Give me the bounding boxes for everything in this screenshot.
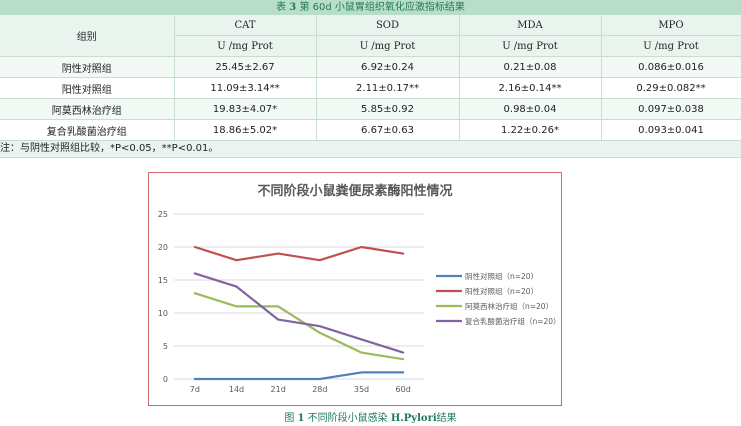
series-line (193, 272, 405, 354)
chart-title: 不同阶段小鼠粪便尿素酶阳性情况 (257, 183, 452, 199)
table-row: 阿莫西林治疗组 19.83±4.07* 5.85±0.92 0.98±0.04 0.09… (0, 98, 741, 120)
line-chart: 不同阶段小鼠粪便尿素酶阳性情况 0 5 10 15 20 25 7d 14d 21d 28d 35d 6… (158, 183, 561, 394)
group-cell: 阿莫西林治疗组 (0, 98, 175, 120)
value-cell: 11.09±3.14** (174, 77, 317, 99)
unit-cell: U /mg Prot (601, 35, 741, 57)
table-header-row: 组别 CAT SOD MDA MPO (0, 15, 741, 57)
x-tick-label: 14d (229, 385, 244, 394)
value-cell: 0.98±0.04 (459, 98, 602, 120)
value-cell: 19.83±4.07* (174, 98, 317, 120)
table-row: 阳性对照组 11.09±3.14** 2.11±0.17** 2.16±0.14** 0… (0, 77, 741, 99)
value-cell: 0.29±0.082** (601, 77, 741, 99)
y-tick-label: 20 (158, 243, 168, 252)
table-row: 复合乳酸菌治疗组 18.86±5.02* 6.67±0.63 1.22±0.26* 0.… (0, 119, 741, 141)
column-header: MDA (459, 15, 602, 36)
table-note: 注：与阴性对照组比较，*P<0.05，**P<0.01。 (0, 141, 741, 158)
legend-label: 阴性对照组（n=20） (465, 271, 538, 281)
x-tick-label: 7d (190, 385, 200, 394)
legend-label: 复合乳酸菌治疗组（n=20） (465, 316, 561, 326)
caption-suffix: 结果 (436, 413, 457, 424)
value-cell: 2.11±0.17** (316, 77, 460, 99)
value-cell: 0.21±0.08 (459, 56, 602, 78)
x-tick-label: 21d (271, 385, 286, 394)
series-line (193, 245, 405, 262)
column-header: MPO (601, 15, 741, 36)
caption-number: 1 (297, 413, 305, 424)
table-unit-row: U /mg Prot U /mg Prot U /mg Prot U /mg Prot (0, 35, 741, 57)
table-title-text: 第 60d 小鼠胃组织氧化应激指标结果 (299, 2, 465, 13)
table-title-number: 3 (289, 2, 297, 13)
unit-cell: U /mg Prot (316, 35, 460, 57)
y-tick-label: 25 (158, 210, 168, 219)
chart-frame: 不同阶段小鼠粪便尿素酶阳性情况 0 5 10 15 20 25 7d 14d 21d 28d 35d 6… (148, 172, 562, 406)
value-cell: 5.85±0.92 (316, 98, 460, 120)
unit-cell: U /mg Prot (174, 35, 317, 57)
table-title: 表 3 第 60d 小鼠胃组织氧化应激指标结果 (0, 0, 741, 15)
y-tick-label: 10 (158, 309, 168, 318)
legend-label: 阳性对照组（n=20） (465, 286, 538, 296)
value-cell: 6.92±0.24 (316, 56, 460, 78)
caption-text: 不同阶段小鼠感染 (307, 413, 388, 424)
x-tick-label: 28d (312, 385, 327, 394)
series-line (193, 371, 405, 381)
value-cell: 0.086±0.016 (601, 56, 741, 78)
value-cell: 25.45±2.67 (174, 56, 317, 78)
group-cell: 阳性对照组 (0, 77, 175, 99)
table-title-prefix: 表 (276, 2, 287, 13)
value-cell: 6.67±0.63 (316, 119, 460, 141)
value-cell: 0.093±0.041 (601, 119, 741, 141)
data-table: 组别 CAT SOD MDA MPO U /mg Prot U /mg Prot U /mg … (0, 15, 741, 141)
figure-caption: 图 1 不同阶段小鼠感染 H.Pylori结果 (0, 409, 741, 424)
y-tick-label: 0 (163, 375, 168, 384)
table-row: 阴性对照组 25.45±2.67 6.92±0.24 0.21±0.08 0.086±0… (0, 56, 741, 78)
caption-term: H.Pylori (390, 413, 437, 424)
group-header: 组别 (0, 15, 175, 57)
y-tick-label: 5 (163, 342, 168, 351)
series-line (193, 292, 405, 361)
value-cell: 2.16±0.14** (459, 77, 602, 99)
value-cell: 1.22±0.26* (459, 119, 602, 141)
column-header: SOD (316, 15, 460, 36)
group-cell: 阴性对照组 (0, 56, 175, 78)
caption-prefix: 图 (284, 413, 295, 424)
x-tick-label: 35d (354, 385, 369, 394)
value-cell: 0.097±0.038 (601, 98, 741, 120)
group-cell: 复合乳酸菌治疗组 (0, 119, 175, 141)
y-tick-label: 15 (158, 276, 168, 285)
x-tick-label: 60d (396, 385, 411, 394)
legend-label: 阿莫西林治疗组（n=20） (465, 301, 553, 311)
column-header: CAT (174, 15, 317, 36)
unit-cell: U /mg Prot (459, 35, 602, 57)
value-cell: 18.86±5.02* (174, 119, 317, 141)
